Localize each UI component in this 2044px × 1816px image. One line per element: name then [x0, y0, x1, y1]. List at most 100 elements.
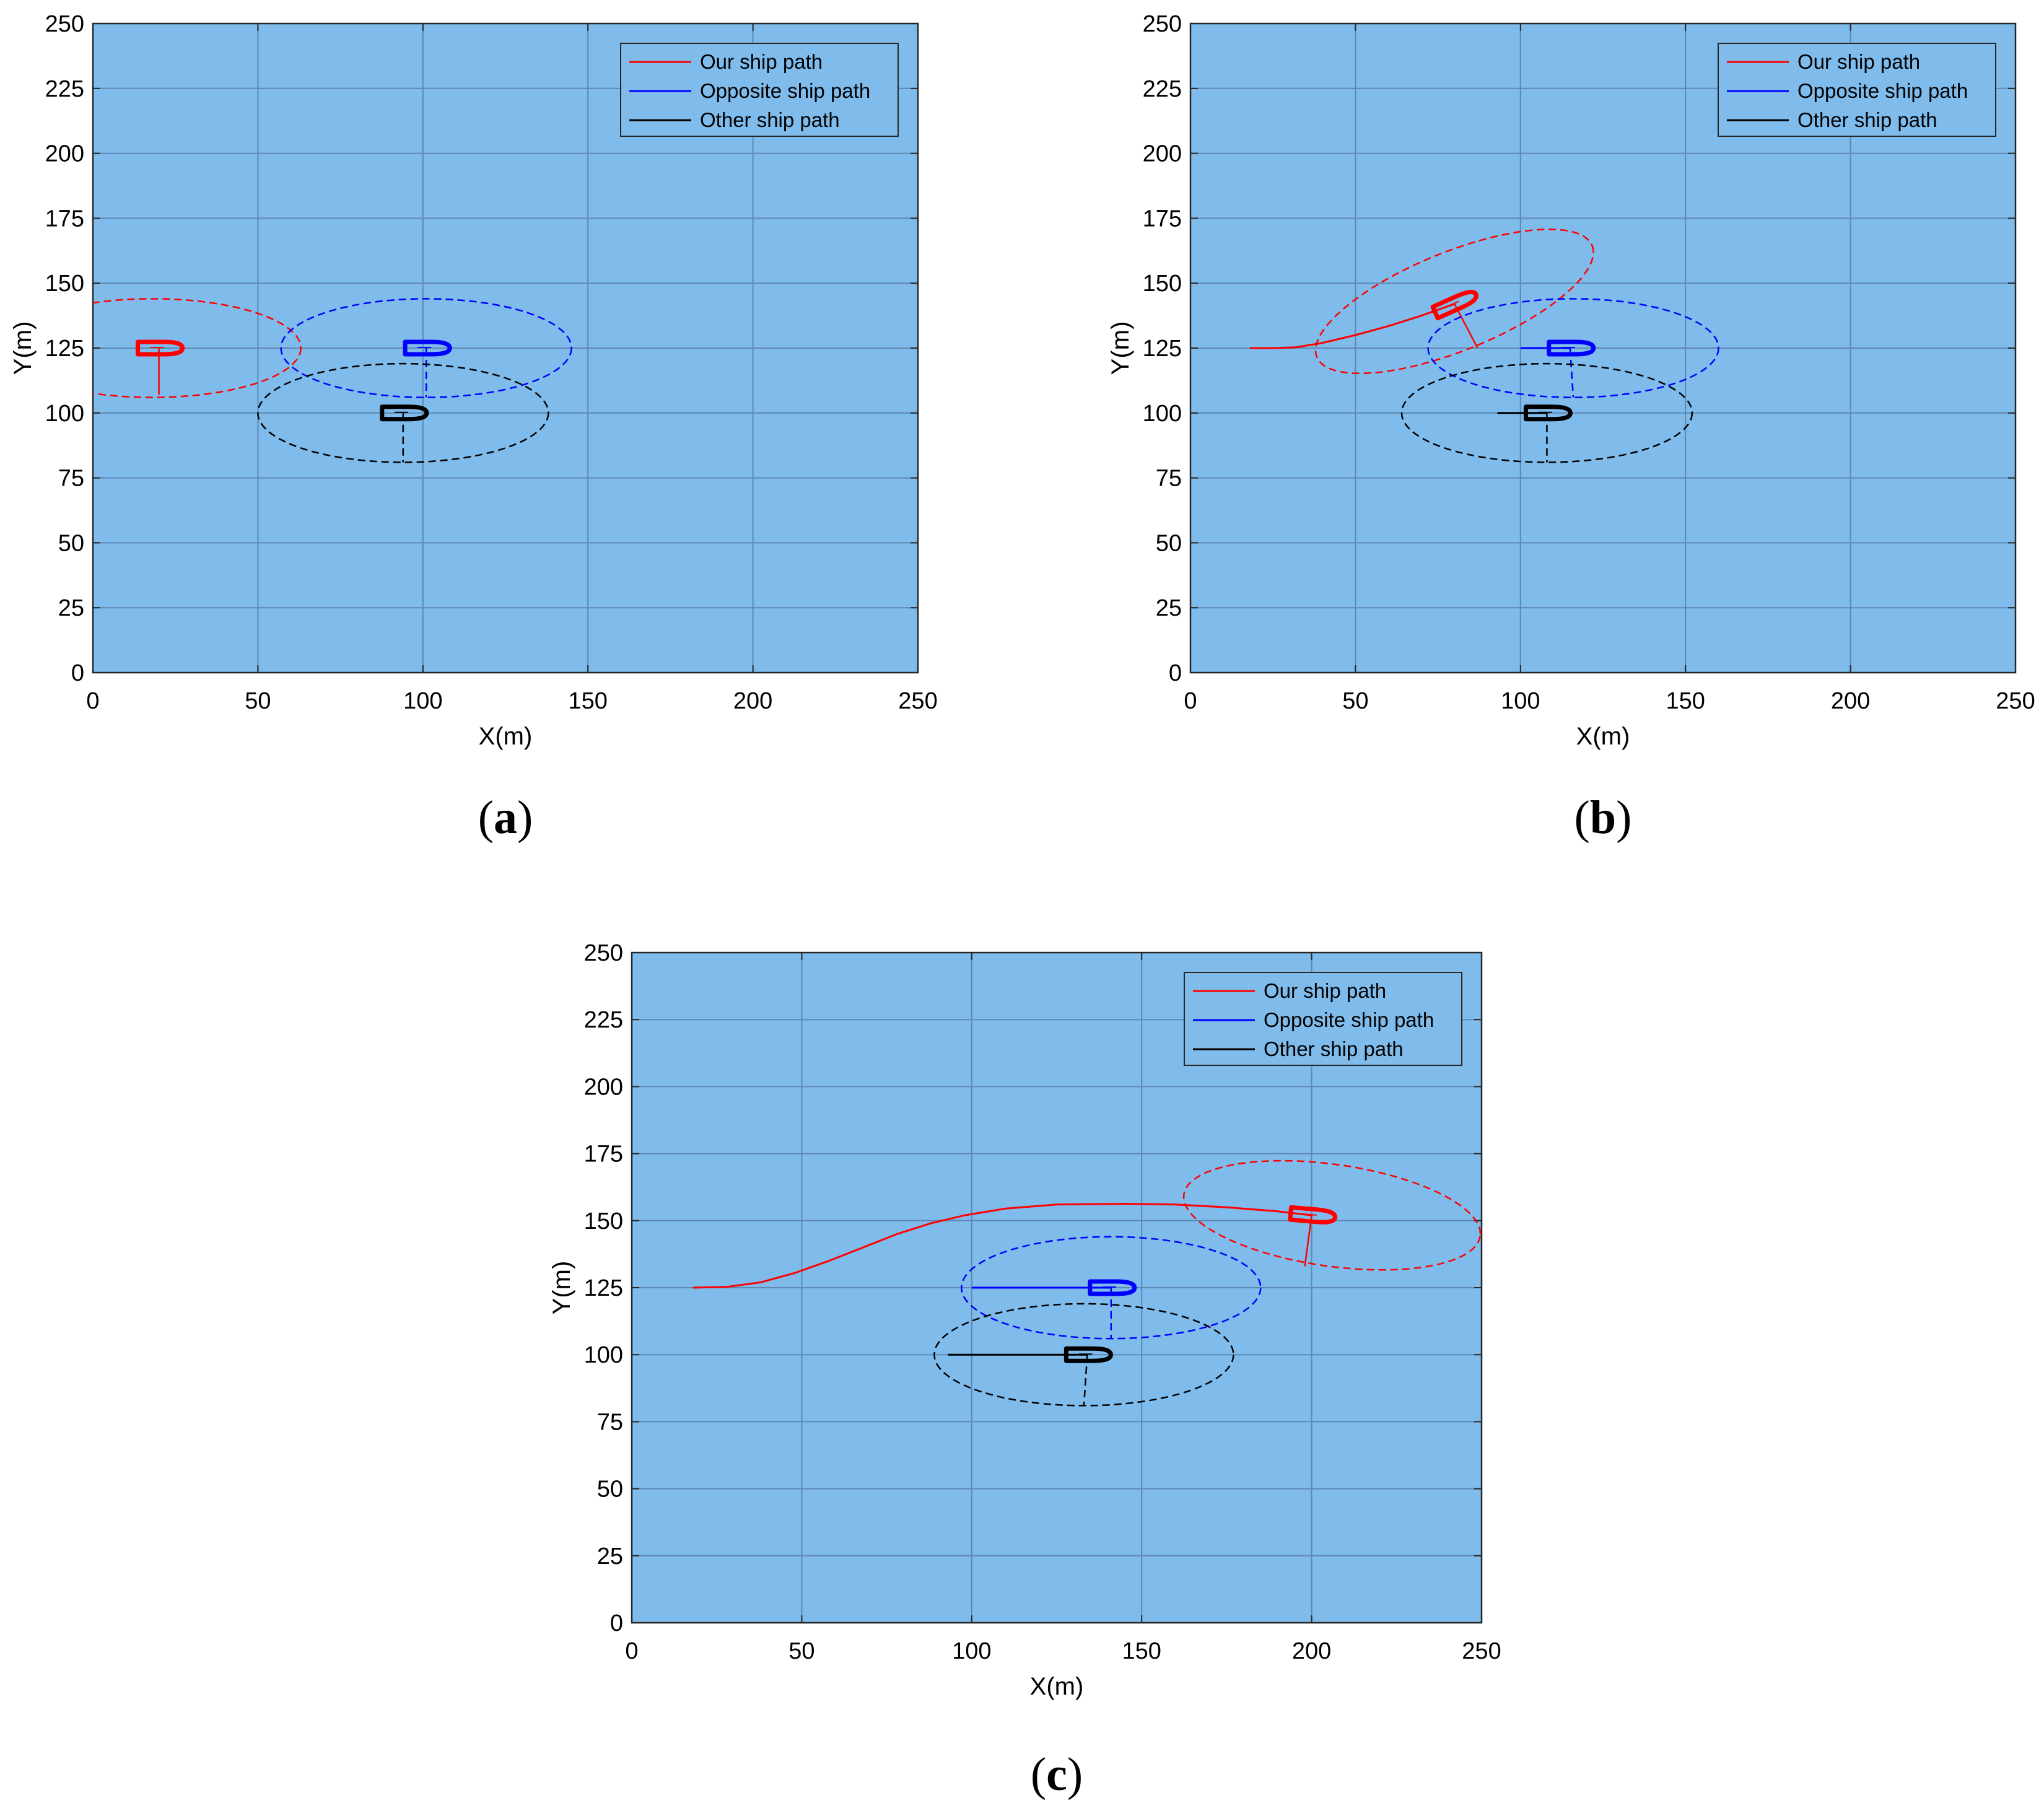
y-tick-label: 250	[584, 940, 623, 966]
panel-caption: (b)	[1574, 792, 1632, 844]
ship-domain-line	[1304, 1215, 1312, 1267]
x-tick-label: 150	[568, 688, 607, 714]
series-opposite-ship	[280, 298, 572, 398]
x-tick-label: 50	[788, 1638, 815, 1664]
series-opposite-ship	[961, 1236, 1262, 1340]
y-tick-label: 125	[584, 1275, 623, 1301]
y-tick-label: 0	[71, 660, 84, 686]
series-our-ship	[93, 298, 302, 398]
y-tick-label: 200	[45, 141, 84, 167]
chart-panel-a: 0 50 100 150 200 250 0 25 50 75 100 125 150 175 200 225…	[9, 11, 938, 844]
panel-caption: (a)	[478, 792, 533, 844]
ship-hull-outline	[1547, 339, 1596, 357]
y-tick-label: 75	[58, 466, 84, 492]
y-tick-label: 150	[1143, 271, 1182, 297]
y-tick-label: 250	[45, 11, 84, 37]
y-axis-label: Y(m)	[548, 1261, 575, 1315]
y-tick-label: 150	[584, 1208, 623, 1234]
ship-domain-line	[1083, 1355, 1088, 1406]
ship-domain-line	[1569, 347, 1574, 398]
legend: Our ship path Opposite ship path Other shi…	[1718, 43, 1996, 137]
y-tick-label: 50	[58, 530, 84, 556]
safety-domain-ellipse	[257, 362, 549, 463]
legend-entry: Opposite ship path	[1264, 1008, 1434, 1031]
x-tick-label: 100	[403, 688, 442, 714]
ship-hull-icon	[380, 404, 429, 422]
y-tick-label: 175	[1143, 206, 1182, 232]
legend: Our ship path Opposite ship path Other shi…	[1184, 972, 1462, 1066]
x-axis-label: X(m)	[1576, 723, 1630, 750]
y-axis-label: Y(m)	[1107, 321, 1134, 375]
x-axis-label: X(m)	[1030, 1673, 1084, 1700]
ship-hull-outline	[1288, 1205, 1337, 1224]
legend-entry: Our ship path	[1797, 50, 1920, 73]
x-tick-label: 200	[1292, 1638, 1331, 1664]
ship-hull-outline	[403, 339, 452, 357]
y-tick-label: 50	[1156, 530, 1182, 556]
x-tick-label: 0	[1184, 688, 1197, 714]
x-tick-label: 250	[898, 688, 937, 714]
ship-hull-icon	[1547, 339, 1596, 357]
series-opposite-ship	[1427, 298, 1719, 398]
safety-domain-ellipse	[280, 298, 572, 398]
plot-area	[1249, 229, 1719, 463]
y-tick-label: 200	[1143, 141, 1182, 167]
x-tick-label: 250	[1996, 688, 2035, 714]
legend-entry: Opposite ship path	[1797, 79, 1968, 102]
x-tick-label: 150	[1122, 1638, 1161, 1664]
x-tick-label: 50	[1342, 688, 1368, 714]
legend-entry: Our ship path	[700, 50, 823, 73]
y-tick-label: 50	[597, 1477, 623, 1503]
ship-path-line	[692, 1202, 1312, 1289]
chart-panel-c: 0 50 100 150 200 250 0 25 50 75 100 125 150 175 200 225…	[548, 940, 1501, 1801]
ship-hull-icon	[1063, 1346, 1113, 1363]
ship-hull-icon	[1088, 1279, 1137, 1296]
y-tick-label: 25	[1156, 595, 1182, 621]
legend-entry: Our ship path	[1264, 979, 1386, 1002]
y-tick-label: 125	[45, 336, 84, 362]
ship-hull-outline	[136, 339, 185, 357]
y-tick-label: 225	[584, 1007, 623, 1033]
y-tick-label: 200	[584, 1074, 623, 1100]
y-tick-label: 100	[45, 401, 84, 427]
ship-hull-centerline	[1446, 300, 1459, 308]
ship-hull-outline	[1430, 289, 1478, 321]
ship-hull-outline	[380, 404, 429, 422]
y-tick-label: 150	[45, 271, 84, 297]
y-tick-label: 175	[45, 206, 84, 232]
ship-hull-centerline	[1303, 1213, 1317, 1216]
x-tick-label: 0	[86, 688, 99, 714]
x-tick-label: 0	[625, 1638, 638, 1664]
y-axis-label: Y(m)	[9, 321, 37, 375]
panel-caption: (c)	[1031, 1748, 1083, 1801]
ship-hull-outline	[1063, 1346, 1113, 1363]
series-other-ship	[1400, 362, 1693, 463]
x-tick-label: 50	[245, 688, 271, 714]
y-tick-label: 25	[597, 1543, 623, 1569]
legend: Our ship path Opposite ship path Other shi…	[620, 43, 899, 137]
safety-domain-ellipse	[1427, 298, 1719, 398]
x-tick-label: 150	[1666, 688, 1705, 714]
safety-domain-ellipse	[93, 298, 302, 398]
ship-hull-icon	[136, 339, 185, 357]
ship-hull-outline	[1523, 404, 1573, 422]
series-other-ship	[257, 362, 549, 463]
safety-domain-ellipse	[1400, 362, 1693, 463]
plot-area	[93, 298, 572, 463]
series-other-ship	[933, 1303, 1234, 1407]
legend-entry: Other ship path	[700, 108, 840, 131]
ship-hull-icon	[403, 339, 452, 357]
ship-hull-icon	[1288, 1205, 1337, 1224]
ship-hull-outline	[1088, 1279, 1137, 1296]
y-tick-label: 250	[1143, 11, 1182, 37]
y-tick-label: 0	[1169, 660, 1182, 686]
x-tick-label: 200	[1831, 688, 1870, 714]
x-tick-label: 100	[1501, 688, 1540, 714]
legend-entry: Other ship path	[1797, 108, 1937, 131]
y-tick-label: 0	[610, 1610, 623, 1636]
y-tick-label: 25	[58, 595, 84, 621]
series-our-ship	[1249, 229, 1594, 375]
y-tick-label: 175	[584, 1142, 623, 1168]
y-tick-label: 75	[597, 1409, 623, 1435]
